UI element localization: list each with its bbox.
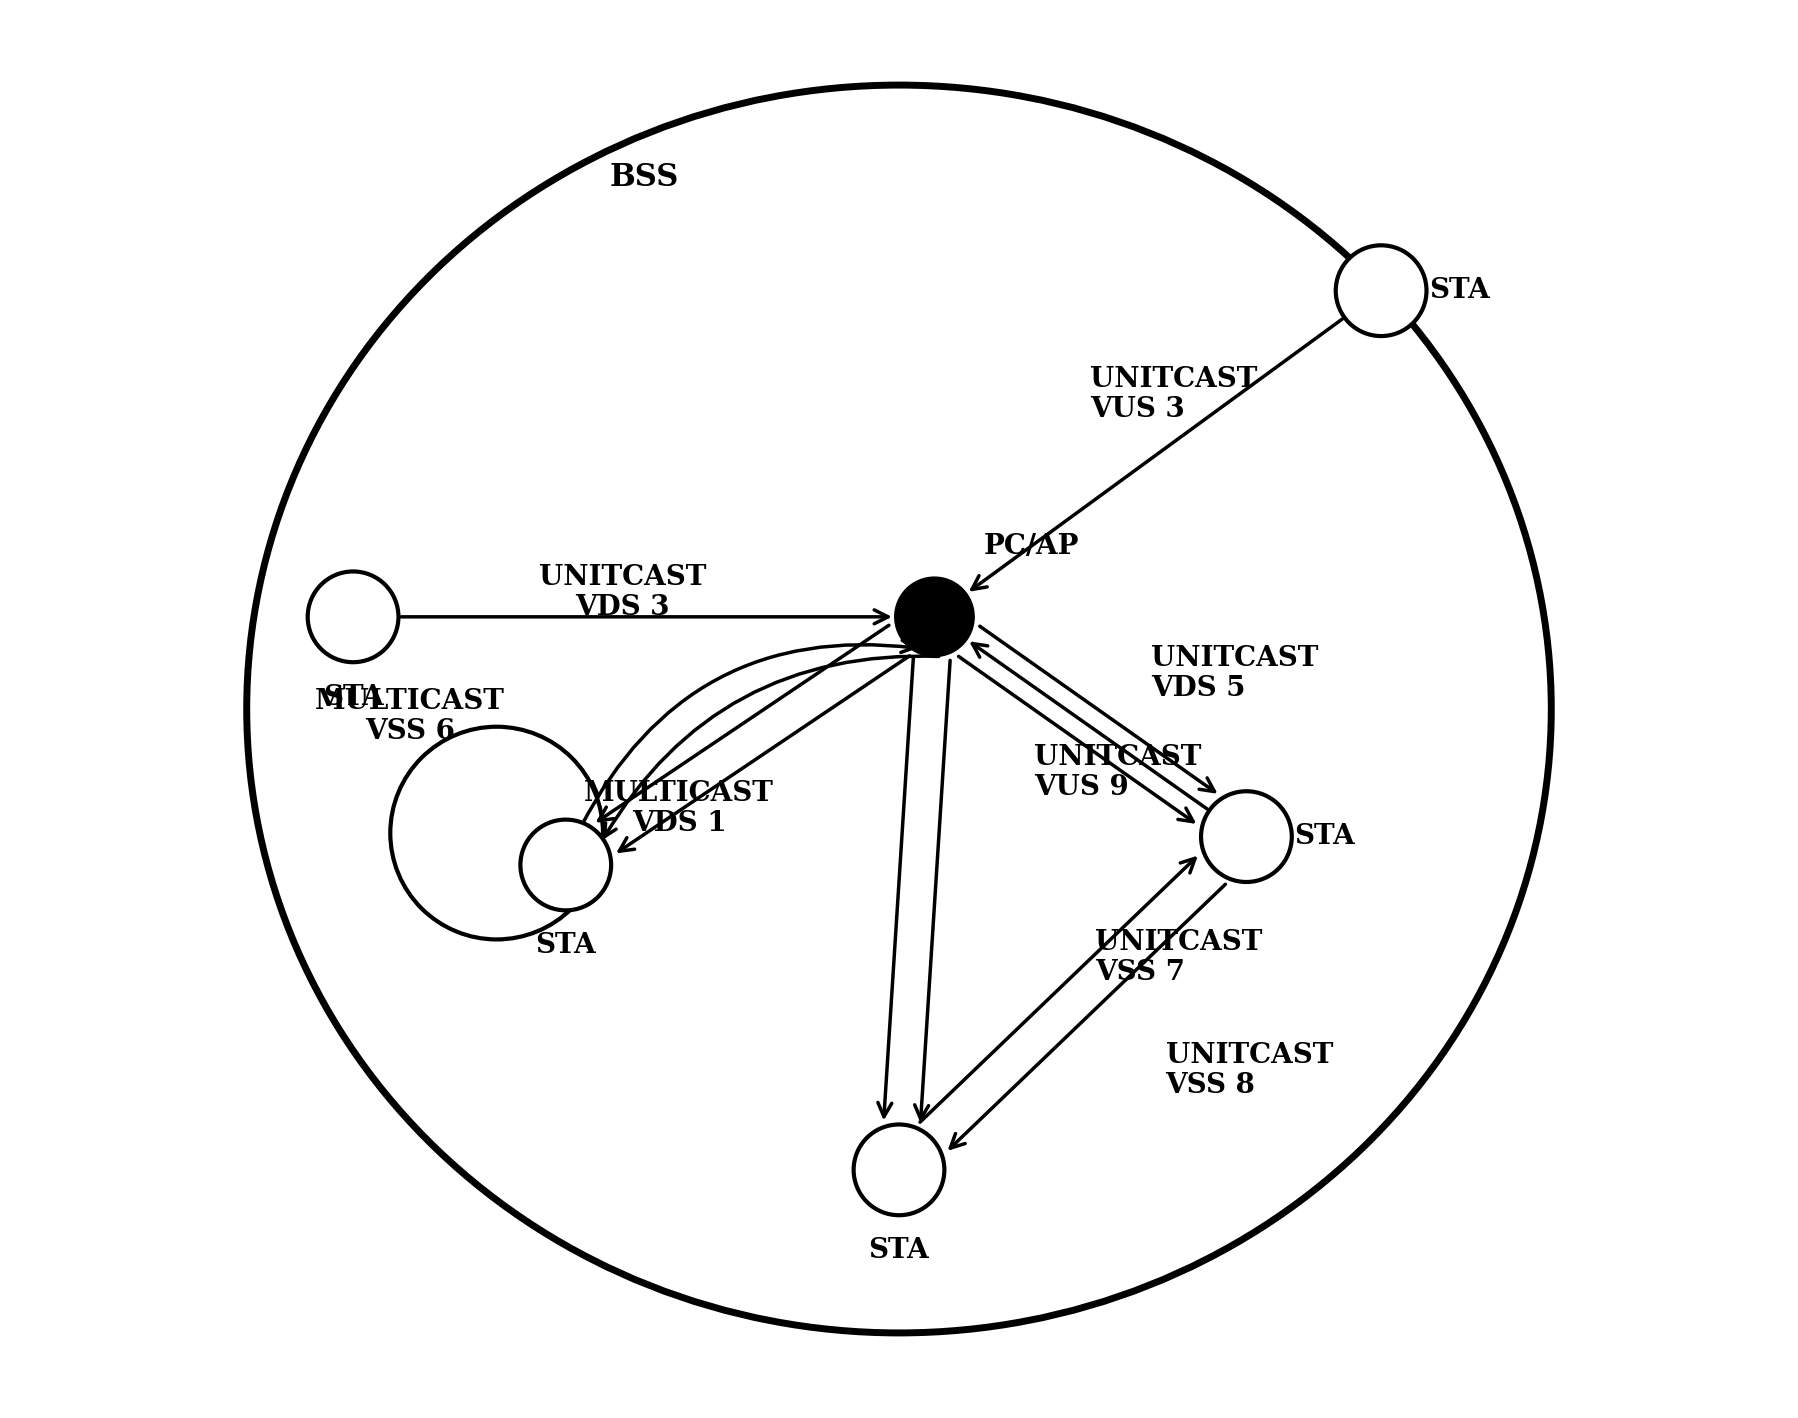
Text: UNITCAST
VUS 9: UNITCAST VUS 9 [1034,744,1201,801]
Text: UNITCAST
VSS 8: UNITCAST VSS 8 [1165,1042,1332,1099]
Text: STA: STA [868,1236,930,1265]
Circle shape [520,820,611,910]
Text: STA: STA [536,932,597,960]
Circle shape [1336,245,1426,336]
FancyArrowPatch shape [581,641,913,827]
Circle shape [1201,791,1291,882]
Text: UNITCAST
VUS 3: UNITCAST VUS 3 [1090,366,1259,423]
FancyArrowPatch shape [604,657,939,837]
Circle shape [895,577,975,657]
Text: MULTICAST
VSS 6: MULTICAST VSS 6 [315,688,505,744]
Text: STA: STA [322,683,383,712]
Text: UNITCAST
VSS 7: UNITCAST VSS 7 [1095,929,1262,986]
Circle shape [307,571,399,662]
Text: UNITCAST
VDS 5: UNITCAST VDS 5 [1151,645,1318,702]
Text: MULTICAST
VDS 1: MULTICAST VDS 1 [584,780,775,837]
Text: UNITCAST
VDS 3: UNITCAST VDS 3 [539,564,707,621]
Text: STA: STA [1429,277,1489,305]
Text: BSS: BSS [610,162,678,193]
Text: PC/AP: PC/AP [984,533,1079,560]
Text: STA: STA [1295,822,1354,851]
Circle shape [854,1124,944,1215]
